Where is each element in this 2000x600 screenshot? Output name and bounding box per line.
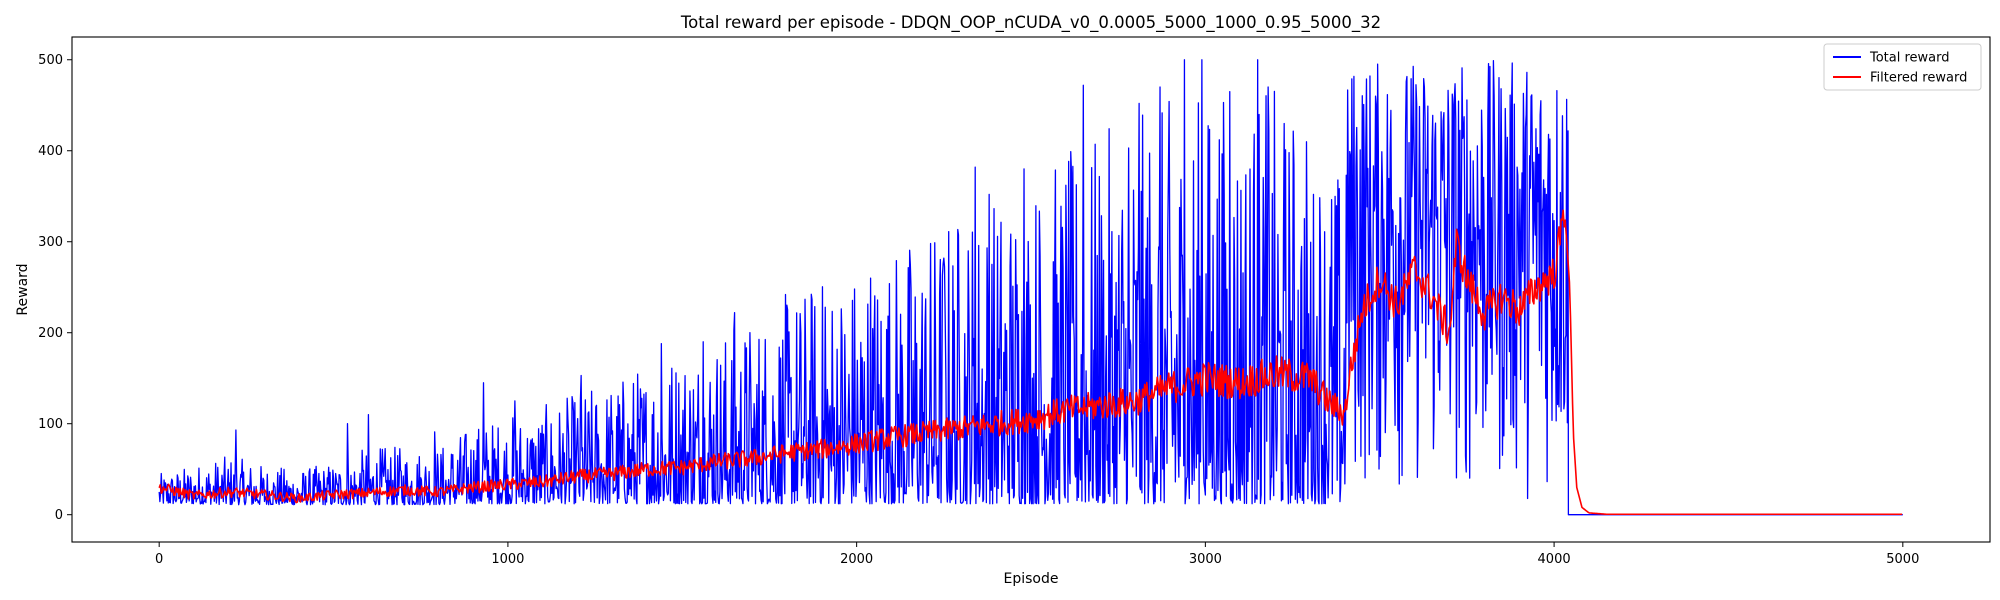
y-tick-label: 100 (38, 417, 63, 432)
x-tick-label: 4000 (1538, 552, 1571, 567)
total-reward-line (158, 59, 1903, 516)
x-tick-label: 0 (155, 552, 163, 567)
x-tick-label: 2000 (840, 552, 873, 567)
axes-frame (71, 36, 1991, 543)
x-tick-label: 5000 (1886, 552, 1919, 567)
y-tick-label: 0 (55, 508, 63, 523)
legend-entry: Total reward (1869, 51, 1950, 66)
legend: Total reward Filtered reward (1823, 43, 1982, 91)
legend-box (1823, 43, 1982, 91)
y-tick-label: 300 (38, 235, 63, 250)
legend-entry: Filtered reward (1870, 71, 1967, 86)
x-tick-label: 3000 (1189, 552, 1222, 567)
x-axis-label: Episode (1004, 571, 1059, 587)
chart-title: Total reward per episode - DDQN_OOP_nCUD… (680, 13, 1381, 33)
x-tick-label: 1000 (491, 552, 524, 567)
y-tick-label: 500 (38, 53, 63, 68)
y-axis-label: Reward (15, 263, 31, 315)
y-tick-label: 400 (38, 144, 63, 159)
filtered-reward-line (158, 209, 1903, 516)
y-tick-label: 200 (38, 326, 63, 341)
